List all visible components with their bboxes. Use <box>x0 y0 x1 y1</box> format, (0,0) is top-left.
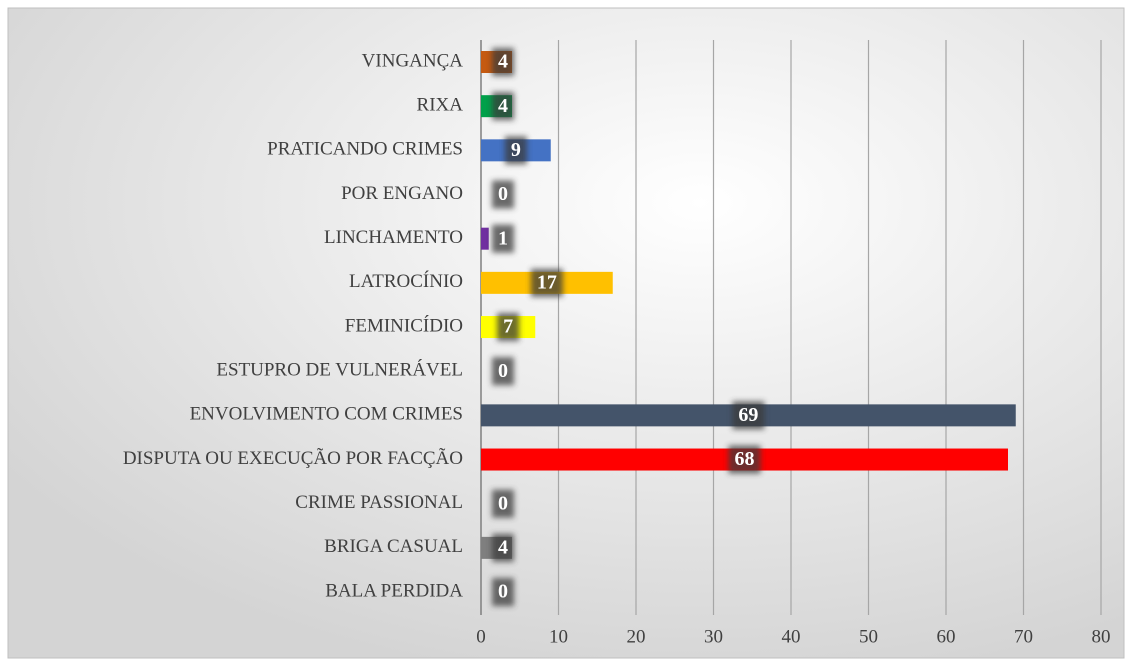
y-tick-label: POR ENGANO <box>341 183 463 204</box>
value-label-shadow <box>504 136 527 165</box>
value-label-shadow <box>728 445 761 474</box>
y-tick-label: PRATICANDO CRIMES <box>267 139 463 160</box>
value-label: 9 <box>511 139 521 161</box>
value-label-shadow <box>492 533 514 562</box>
chart-area <box>7 7 1125 659</box>
value-label: 4 <box>498 536 508 558</box>
y-tick-label: LATROCÍNIO <box>349 270 463 292</box>
x-tick-label: 0 <box>476 626 486 647</box>
value-label: 0 <box>498 581 508 603</box>
value-label-shadow <box>492 489 514 518</box>
x-tick-label: 50 <box>859 626 878 647</box>
y-tick-label: LINCHAMENTO <box>324 227 463 248</box>
y-tick-label: FEMINICÍDIO <box>345 314 463 336</box>
value-label-shadow <box>492 48 514 76</box>
x-tick-label: 10 <box>549 626 568 647</box>
value-label: 1 <box>498 227 508 249</box>
value-label: 0 <box>498 183 508 205</box>
value-label: 4 <box>498 95 508 117</box>
y-tick-label: CRIME PASSIONAL <box>295 492 463 513</box>
y-tick-label: BALA PERDIDA <box>325 580 463 601</box>
value-label: 17 <box>537 271 557 293</box>
x-tick-label: 40 <box>782 626 801 647</box>
y-tick-label: BRIGA CASUAL <box>324 536 463 557</box>
value-label: 0 <box>498 492 508 514</box>
bar <box>481 227 489 250</box>
value-label-shadow <box>492 180 514 209</box>
x-tick-label: 60 <box>937 626 956 647</box>
value-label-shadow <box>497 313 520 342</box>
value-label: 69 <box>738 404 758 426</box>
value-label: 4 <box>498 51 508 73</box>
x-tick-label: 80 <box>1092 626 1111 647</box>
x-tick-label: 30 <box>704 626 723 647</box>
y-tick-label: ENVOLVIMENTO COM CRIMES <box>190 404 463 425</box>
value-label-shadow <box>492 92 514 121</box>
x-tick-label: 20 <box>627 626 646 647</box>
value-label-shadow <box>732 401 765 430</box>
y-tick-label: ESTUPRO DE VULNERÁVEL <box>216 359 463 381</box>
y-tick-label: RIXA <box>417 95 464 116</box>
value-label: 0 <box>498 360 508 382</box>
value-label: 7 <box>503 316 513 338</box>
y-tick-label: VINGANÇA <box>362 50 464 71</box>
value-label-shadow <box>492 357 514 386</box>
value-label-shadow <box>530 268 563 297</box>
value-label-shadow <box>492 578 514 607</box>
value-label: 68 <box>735 448 755 470</box>
x-tick-label: 70 <box>1014 626 1033 647</box>
y-tick-label: DISPUTA OU EXECUÇÃO POR FACÇÃO <box>123 447 463 469</box>
value-label-shadow <box>492 224 514 253</box>
